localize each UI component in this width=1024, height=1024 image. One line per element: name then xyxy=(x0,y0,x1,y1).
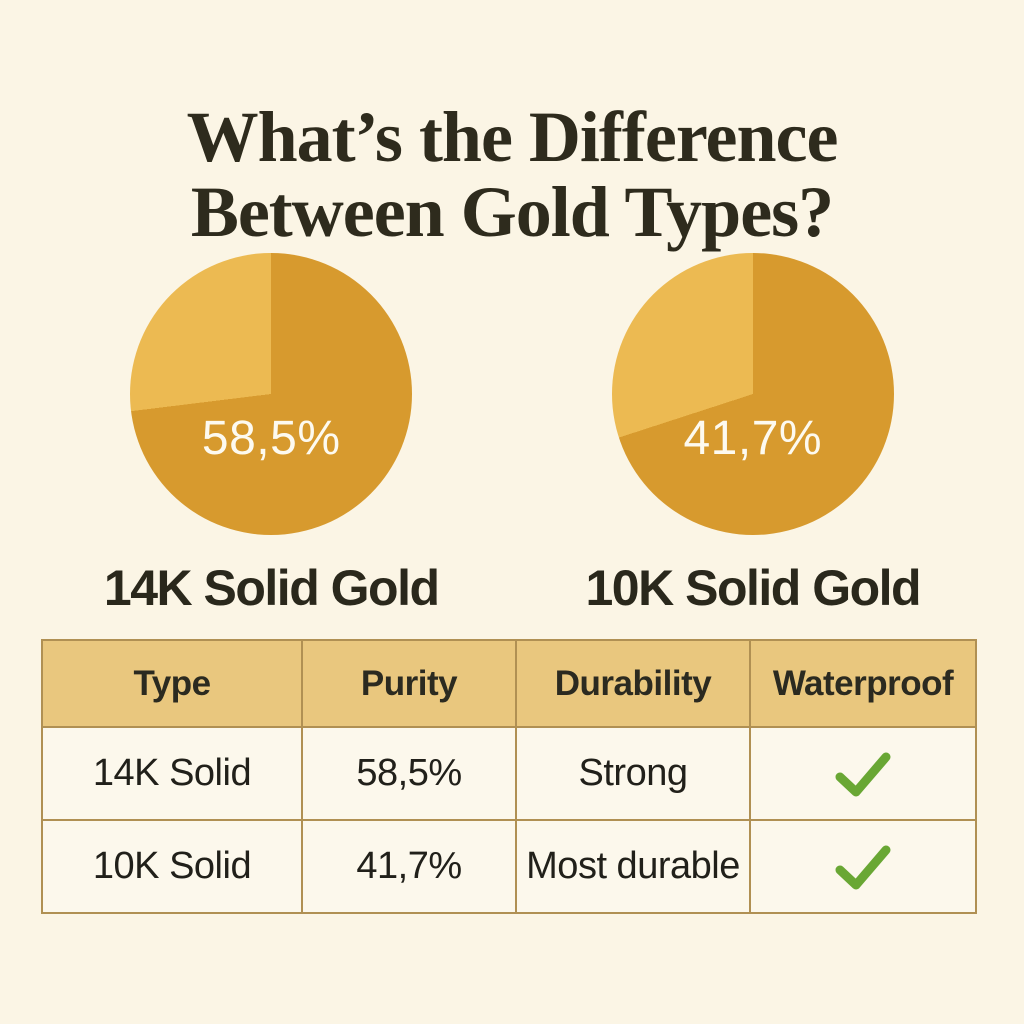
table-row: 14K Solid 58,5% Strong xyxy=(41,726,977,821)
cell-waterproof-14k xyxy=(749,726,977,821)
pie-percentage-label-10k: 41,7% xyxy=(683,412,823,465)
comparison-table: Type Purity Durability Waterproof 14K So… xyxy=(41,639,977,914)
table-header-purity: Purity xyxy=(301,639,517,728)
cell-type-14k: 14K Solid xyxy=(41,726,303,821)
table-header-durability: Durability xyxy=(515,639,751,728)
table-row: 10K Solid 41,7% Most durable xyxy=(41,819,977,914)
pie-percentage-label-14k: 58,5% xyxy=(201,412,341,465)
title-line-2: Between Gold Types? xyxy=(190,172,834,253)
cell-waterproof-10k xyxy=(749,819,977,914)
chart-column-10k: 41,7% 10K Solid Gold xyxy=(585,253,922,617)
pie-charts-row: 58,5% 14K Solid Gold 41,7% 10K Solid Gol… xyxy=(0,253,1024,617)
cell-purity-14k: 58,5% xyxy=(301,726,517,821)
cell-purity-10k: 41,7% xyxy=(301,819,517,914)
pie-chart-14k: 58,5% xyxy=(130,253,413,535)
table-header-type: Type xyxy=(41,639,303,728)
cell-durability-10k: Most durable xyxy=(515,819,751,914)
check-icon xyxy=(835,845,891,889)
pie-chart-10k: 41,7% xyxy=(611,253,894,535)
pie-caption-10k: 10K Solid Gold xyxy=(585,560,922,616)
check-icon xyxy=(835,752,891,796)
page-title: What’s the Difference Between Gold Types… xyxy=(0,100,1024,250)
pie-caption-14k: 14K Solid Gold xyxy=(103,560,440,616)
cell-type-10k: 10K Solid xyxy=(41,819,303,914)
title-line-1: What’s the Difference xyxy=(186,97,839,178)
table-header-waterproof: Waterproof xyxy=(749,639,977,728)
table-header-row: Type Purity Durability Waterproof xyxy=(41,639,977,728)
chart-column-14k: 58,5% 14K Solid Gold xyxy=(103,253,440,617)
cell-durability-14k: Strong xyxy=(515,726,751,821)
